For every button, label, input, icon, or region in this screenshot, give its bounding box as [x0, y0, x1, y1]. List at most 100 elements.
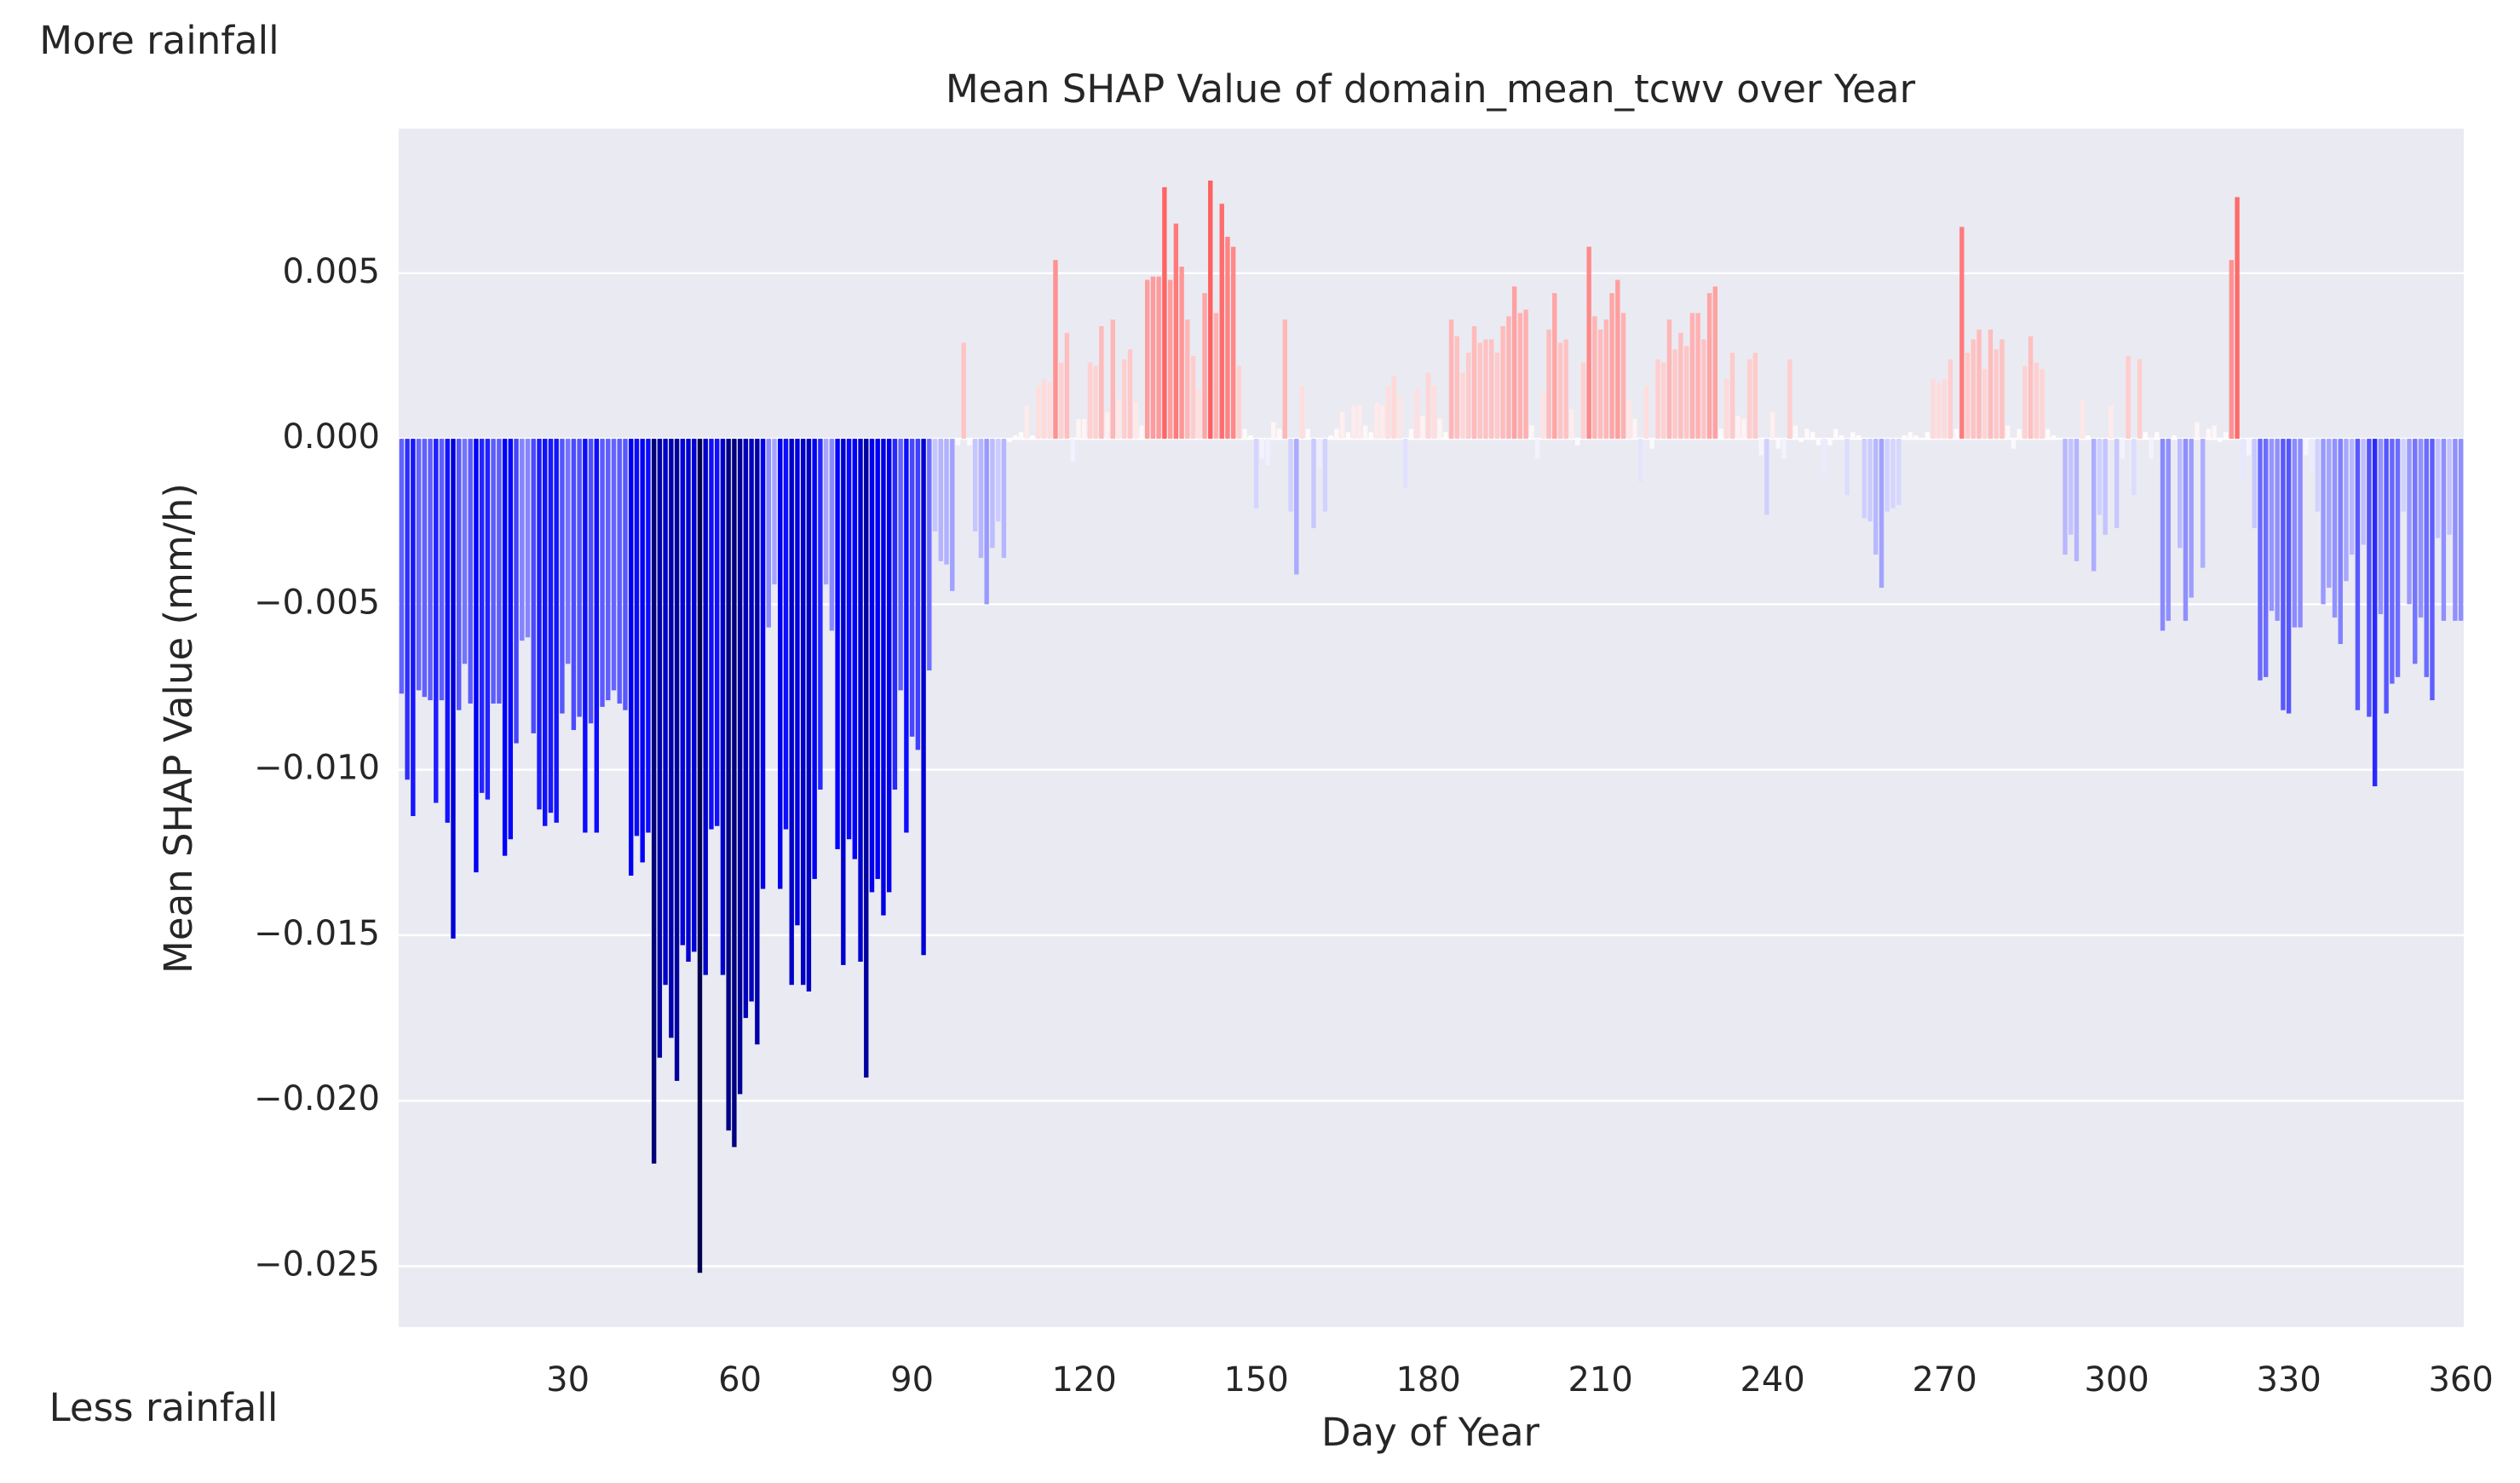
bar — [1971, 339, 1976, 440]
bar — [2395, 439, 2401, 677]
bar — [743, 439, 749, 1019]
bar — [1076, 418, 1081, 440]
bar — [1838, 435, 1844, 440]
bar — [1196, 388, 1201, 440]
bar — [2137, 359, 2143, 440]
bar — [783, 439, 789, 830]
bar — [2327, 439, 2332, 588]
bar — [2309, 439, 2315, 472]
bar — [1649, 439, 1654, 449]
bar — [1173, 223, 1179, 440]
bar — [760, 439, 766, 889]
bar — [1643, 385, 1649, 440]
bar — [1792, 425, 1798, 440]
bar — [1466, 353, 1471, 440]
bar — [1718, 428, 1723, 440]
bar — [1787, 359, 1792, 440]
bar — [1059, 362, 1064, 440]
bar — [1948, 359, 1953, 440]
bar — [709, 439, 714, 830]
bar — [411, 439, 416, 817]
bar — [474, 439, 479, 873]
bar — [2028, 336, 2034, 440]
bar — [1110, 319, 1115, 440]
bar — [2132, 439, 2137, 496]
bar — [1959, 227, 1965, 440]
x-tick-label: 210 — [1568, 1360, 1632, 1400]
bar — [1769, 412, 1775, 440]
bar — [2149, 439, 2154, 459]
bar — [2378, 439, 2384, 615]
bar — [1368, 432, 1373, 440]
bar — [2315, 439, 2320, 512]
bar — [1099, 325, 1104, 440]
bar — [1190, 355, 1196, 440]
y-tick-label: −0.020 — [254, 1079, 380, 1118]
bar — [1580, 362, 1586, 440]
bar — [1248, 435, 1253, 440]
bar — [955, 439, 961, 445]
bar — [1976, 329, 1982, 440]
bar — [2453, 439, 2458, 621]
bar — [720, 439, 726, 975]
bar — [548, 439, 554, 813]
bar — [2206, 428, 2212, 440]
bar — [1638, 439, 1643, 482]
bar — [640, 439, 645, 863]
bar — [2246, 439, 2252, 456]
bar — [531, 439, 536, 733]
bar — [2189, 439, 2194, 598]
bar — [944, 439, 949, 565]
bar — [1053, 260, 1058, 440]
bar — [1334, 428, 1339, 440]
bar — [1896, 439, 1902, 505]
bar — [428, 439, 433, 701]
bar — [1013, 435, 1018, 440]
bar — [1001, 439, 1007, 558]
bar — [462, 439, 468, 664]
bar — [1810, 432, 1815, 440]
bar — [1414, 388, 1419, 440]
bar — [1208, 181, 1213, 440]
bar — [2447, 439, 2452, 535]
bar — [2355, 439, 2361, 710]
bar — [434, 439, 439, 803]
bar — [1661, 362, 1666, 440]
bar — [485, 439, 491, 800]
bar — [1890, 439, 1896, 509]
bar — [1953, 428, 1959, 440]
bar — [1873, 439, 1878, 555]
bar — [973, 439, 978, 532]
bar — [1437, 418, 1442, 440]
bar — [2264, 439, 2269, 677]
bar — [651, 439, 657, 1164]
annotation: More rainfall — [39, 18, 279, 63]
bar — [1311, 439, 1316, 528]
x-tick-label: 150 — [1223, 1360, 1288, 1400]
bar — [1701, 339, 1706, 440]
bar — [1867, 439, 1873, 522]
bar — [1494, 353, 1500, 440]
bar — [2045, 428, 2051, 440]
bar — [2022, 365, 2028, 440]
y-tick-label: −0.015 — [254, 914, 380, 953]
bar — [1288, 439, 1293, 512]
bar — [1930, 379, 1936, 440]
bar — [1615, 279, 1620, 440]
bar — [1781, 439, 1786, 459]
bar — [927, 439, 932, 671]
bar — [835, 439, 840, 849]
bar — [1385, 385, 1391, 440]
bar — [600, 439, 605, 707]
bar — [938, 439, 943, 561]
bar — [1345, 432, 1351, 440]
bar — [2126, 355, 2131, 440]
bar — [1913, 435, 1919, 440]
bar — [778, 439, 783, 889]
bar — [1626, 399, 1631, 440]
bar — [852, 439, 857, 859]
bar — [491, 439, 496, 704]
bar — [1454, 336, 1459, 440]
bar — [2275, 439, 2280, 621]
bar — [1139, 425, 1144, 440]
